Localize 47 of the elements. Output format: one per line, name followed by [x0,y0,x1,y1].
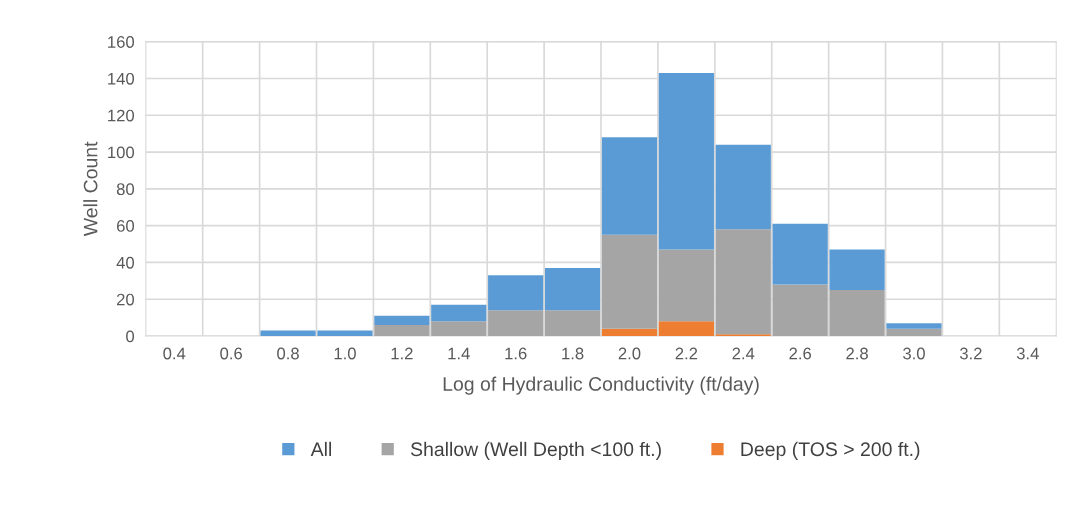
bar [544,310,601,337]
y-tick-label: 0 [126,330,135,343]
legend-label: Deep (TOS > 200 ft.) [741,441,920,460]
y-tick-label: 100 [108,146,135,159]
bar [431,304,487,322]
bar [601,137,658,235]
bar [374,315,430,326]
bar [488,310,544,337]
y-tick-label: 40 [116,256,135,269]
x-tick-label: 1.8 [562,347,584,360]
bar [488,275,544,311]
x-tick-label: 2.4 [732,347,755,360]
x-tick-label: 1.4 [448,347,470,360]
bar [544,267,601,311]
x-axis-title: Log of Hydraulic Conductivity (ft/day) [443,376,759,395]
x-tick-label: 2.6 [789,347,812,360]
y-tick-label: 140 [108,72,135,85]
x-tick-label: 2.0 [618,347,641,360]
bar [886,323,942,329]
legend-label: All [310,441,331,456]
x-tick-label: 0.8 [277,347,299,360]
x-tick-label: 0.4 [163,347,186,360]
x-tick-label: 1.6 [505,347,527,360]
bar [658,249,714,322]
x-tick-label: 1.0 [334,347,356,360]
bar [374,325,430,337]
y-tick-label: 160 [108,36,135,48]
y-tick-label: 80 [116,183,135,196]
bar [658,72,714,250]
x-tick-label: 2.2 [675,347,698,360]
legend-label: Shallow (Well Depth <100 ft.) [410,441,661,460]
bar [715,229,771,335]
x-tick-label: 3.2 [959,347,982,360]
bar [658,321,714,337]
y-tick-label: 60 [117,220,135,232]
bar [601,234,658,329]
bar [601,328,658,337]
x-tick-label: 0.6 [220,347,243,360]
y-tick-label: 120 [108,109,135,122]
bar [715,144,771,230]
x-tick-label: 1.2 [391,347,413,360]
x-tick-label: 3.4 [1016,347,1039,360]
x-tick-label: 2.8 [846,347,868,360]
bar [431,321,487,337]
y-axis-title: Well Count [83,141,98,237]
x-tick-label: 3.0 [903,347,925,360]
y-tick-label: 20 [116,293,135,306]
